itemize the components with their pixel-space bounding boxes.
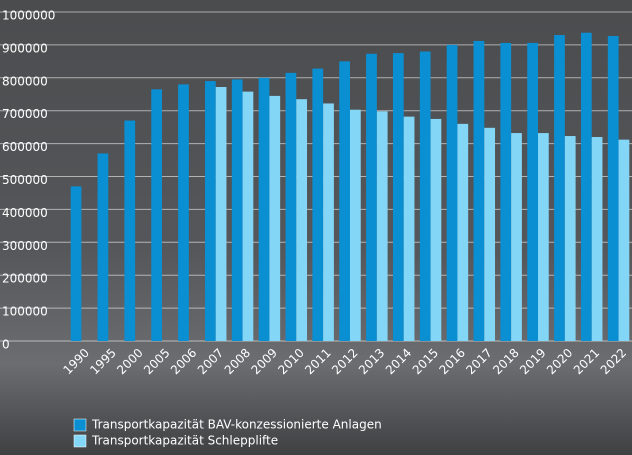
bar [339, 61, 350, 341]
bar [527, 42, 538, 342]
bar [618, 139, 630, 341]
bar [204, 81, 216, 341]
bar [376, 111, 388, 341]
bar [473, 40, 485, 342]
bar [323, 103, 334, 341]
legend-label: Transportkapazität BAV-konzessionierte A… [91, 418, 382, 432]
bar [607, 36, 619, 341]
bar [419, 51, 431, 341]
y-tick-label: 300000 [2, 239, 48, 253]
bar [580, 32, 592, 342]
y-tick-label: 600000 [2, 140, 48, 154]
bar [178, 84, 189, 341]
bar [457, 123, 469, 341]
y-tick-label: 700000 [2, 107, 48, 121]
bar [564, 136, 576, 341]
bar [269, 95, 281, 342]
bar [430, 118, 442, 341]
y-tick-label: 500000 [2, 173, 48, 187]
bar [215, 87, 227, 342]
bar [258, 77, 270, 342]
bar [500, 42, 512, 342]
y-tick-label: 1000000 [2, 9, 55, 23]
bar [70, 186, 82, 341]
y-tick-label: 0 [2, 338, 10, 352]
legend-swatch [73, 434, 87, 448]
bar [151, 89, 162, 341]
y-tick-label: 200000 [2, 272, 48, 286]
bar [312, 68, 324, 341]
bar [285, 72, 297, 342]
bar [350, 109, 361, 341]
y-tick-label: 900000 [2, 41, 48, 55]
bar [366, 53, 377, 342]
bar [392, 53, 404, 341]
bar [484, 127, 496, 341]
bar [554, 35, 565, 341]
bar [591, 137, 603, 341]
y-tick-label: 100000 [2, 305, 48, 319]
y-tick-label: 800000 [2, 74, 48, 88]
y-tick-label: 400000 [2, 206, 48, 220]
bar [97, 153, 109, 341]
legend-swatch [73, 418, 87, 432]
bar [403, 116, 415, 341]
bar [446, 44, 458, 342]
bar [231, 79, 243, 341]
bar [511, 133, 522, 341]
bar [296, 99, 308, 341]
bar [124, 120, 136, 341]
bar [538, 133, 549, 341]
bar [242, 91, 254, 341]
legend-label: Transportkapazität Schlepplifte [91, 434, 278, 448]
